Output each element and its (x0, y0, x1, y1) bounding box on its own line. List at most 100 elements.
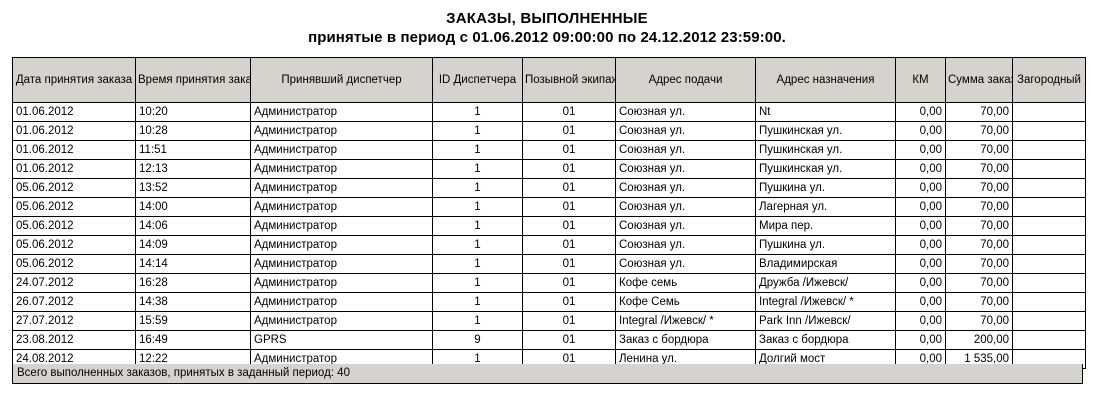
column-header-time[interactable]: Время принятия заказа (135, 57, 251, 103)
cell-time: 11:51 (135, 140, 251, 160)
cell-km: 0,00 (895, 254, 946, 274)
cell-address-to: Integral /Ижевск/ * (755, 292, 896, 312)
cell-time: 16:49 (135, 330, 251, 350)
table-row[interactable]: 05.06.2012 14:06 Администратор 1 01 Союзная у… (12, 216, 1086, 236)
cell-time: 15:59 (135, 311, 251, 331)
orders-table-body: 01.06.2012 10:20 Администратор 1 01 Союзная у… (12, 102, 1086, 369)
column-header-crew-call[interactable]: Позывной экипажа (522, 57, 616, 103)
cell-address-from: Союзная ул. (615, 197, 756, 217)
cell-address-to: Пушкинская ул. (755, 121, 896, 141)
cell-address-from: Союзная ул. (615, 102, 756, 122)
cell-crew-call: 01 (522, 273, 616, 293)
table-row[interactable]: 27.07.2012 15:59 Администратор 1 01 Integral … (12, 311, 1086, 331)
cell-dispatcher: Администратор (250, 216, 433, 236)
cell-address-from: Заказ с бордюра (615, 330, 756, 350)
cell-sum: 200,00 (945, 330, 1013, 350)
column-header-dispatcher-id[interactable]: ID Диспетчера (432, 57, 523, 103)
table-row[interactable]: 01.06.2012 10:20 Администратор 1 01 Союзная у… (12, 102, 1086, 122)
cell-address-to: Заказ с бордюра (755, 330, 896, 350)
cell-km: 0,00 (895, 330, 946, 350)
cell-dispatcher: Администратор (250, 254, 433, 274)
cell-dispatcher-id: 1 (432, 273, 523, 293)
cell-address-to: Пушкинская ул. (755, 140, 896, 160)
cell-km: 0,00 (895, 216, 946, 236)
cell-dispatcher-id: 1 (432, 292, 523, 312)
cell-out-of-town (1012, 311, 1086, 331)
cell-date: 05.06.2012 (12, 197, 136, 217)
column-header-out-of-town[interactable]: Загородный (1012, 57, 1086, 103)
cell-sum: 70,00 (945, 121, 1013, 141)
column-header-sum[interactable]: Сумма заказа (945, 57, 1013, 103)
column-header-address-from[interactable]: Адрес подачи (615, 57, 756, 103)
cell-time: 14:06 (135, 216, 251, 236)
table-row[interactable]: 05.06.2012 14:14 Администратор 1 01 Союзная у… (12, 254, 1086, 274)
cell-crew-call: 01 (522, 216, 616, 236)
table-row[interactable]: 01.06.2012 11:51 Администратор 1 01 Союзная у… (12, 140, 1086, 160)
cell-km: 0,00 (895, 178, 946, 198)
table-row[interactable]: 05.06.2012 14:00 Администратор 1 01 Союзная у… (12, 197, 1086, 217)
cell-address-from: Союзная ул. (615, 159, 756, 179)
cell-sum: 70,00 (945, 178, 1013, 198)
table-row[interactable]: 05.06.2012 14:09 Администратор 1 01 Союзная у… (12, 235, 1086, 255)
cell-address-from: Союзная ул. (615, 178, 756, 198)
cell-address-from: Кофе Семь (615, 292, 756, 312)
cell-dispatcher: GPRS (250, 330, 433, 350)
cell-time: 14:14 (135, 254, 251, 274)
cell-sum: 70,00 (945, 159, 1013, 179)
table-row[interactable]: 01.06.2012 12:13 Администратор 1 01 Союзная у… (12, 159, 1086, 179)
table-row[interactable]: 24.07.2012 16:28 Администратор 1 01 Кофе семь… (12, 273, 1086, 293)
cell-out-of-town (1012, 235, 1086, 255)
column-header-dispatcher[interactable]: Принявший диспетчер (250, 57, 433, 103)
cell-sum: 70,00 (945, 102, 1013, 122)
cell-date: 24.07.2012 (12, 273, 136, 293)
cell-date: 01.06.2012 (12, 102, 136, 122)
column-header-date[interactable]: Дата принятия заказа (12, 57, 136, 103)
orders-table: Дата принятия заказа Время принятия зака… (12, 57, 1086, 369)
cell-crew-call: 01 (522, 254, 616, 274)
cell-out-of-town (1012, 178, 1086, 198)
cell-time: 14:00 (135, 197, 251, 217)
cell-sum: 70,00 (945, 140, 1013, 160)
cell-crew-call: 01 (522, 235, 616, 255)
cell-address-to: Nt (755, 102, 896, 122)
cell-crew-call: 01 (522, 102, 616, 122)
cell-dispatcher-id: 1 (432, 121, 523, 141)
cell-dispatcher: Администратор (250, 140, 433, 160)
cell-address-from: Союзная ул. (615, 216, 756, 236)
cell-dispatcher-id: 1 (432, 197, 523, 217)
cell-km: 0,00 (895, 159, 946, 179)
table-row[interactable]: 26.07.2012 14:38 Администратор 1 01 Кофе Семь… (12, 292, 1086, 312)
cell-sum: 70,00 (945, 273, 1013, 293)
cell-address-from: Союзная ул. (615, 235, 756, 255)
cell-sum: 70,00 (945, 311, 1013, 331)
table-row[interactable]: 01.06.2012 10:28 Администратор 1 01 Союзная у… (12, 121, 1086, 141)
cell-dispatcher-id: 1 (432, 178, 523, 198)
cell-dispatcher: Администратор (250, 102, 433, 122)
cell-crew-call: 01 (522, 197, 616, 217)
cell-out-of-town (1012, 121, 1086, 141)
cell-address-to: Лагерная ул. (755, 197, 896, 217)
cell-out-of-town (1012, 197, 1086, 217)
cell-crew-call: 01 (522, 178, 616, 198)
column-header-km[interactable]: КМ (895, 57, 946, 103)
cell-date: 26.07.2012 (12, 292, 136, 312)
cell-date: 05.06.2012 (12, 178, 136, 198)
table-row[interactable]: 23.08.2012 16:49 GPRS 9 01 Заказ с бордюра Зак… (12, 330, 1086, 350)
cell-sum: 70,00 (945, 292, 1013, 312)
cell-address-to: Пушкина ул. (755, 178, 896, 198)
cell-out-of-town (1012, 140, 1086, 160)
cell-km: 0,00 (895, 121, 946, 141)
cell-time: 13:52 (135, 178, 251, 198)
cell-date: 27.07.2012 (12, 311, 136, 331)
table-row[interactable]: 05.06.2012 13:52 Администратор 1 01 Союзная у… (12, 178, 1086, 198)
cell-address-from: Союзная ул. (615, 140, 756, 160)
cell-sum: 70,00 (945, 254, 1013, 274)
cell-km: 0,00 (895, 273, 946, 293)
cell-address-to: Пушкинская ул. (755, 159, 896, 179)
cell-dispatcher: Администратор (250, 121, 433, 141)
cell-time: 10:20 (135, 102, 251, 122)
column-header-address-to[interactable]: Адрес назначения (755, 57, 896, 103)
cell-address-to: Пушкина ул. (755, 235, 896, 255)
summary-bar: Всего выполненных заказов, принятых в за… (12, 364, 1083, 384)
report-title-block: ЗАКАЗЫ, ВЫПОЛНЕННЫЕ принятые в период с … (0, 0, 1094, 47)
